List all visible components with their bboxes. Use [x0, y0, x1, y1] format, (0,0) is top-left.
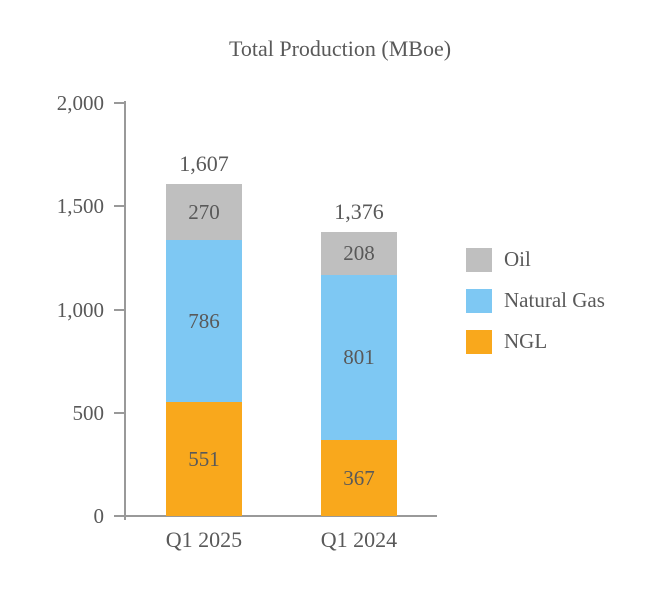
y-axis-label-500: 500: [72, 401, 105, 425]
y-axis-tick: [114, 412, 125, 414]
bar-segment-ngl-q1-2025: 551: [166, 402, 242, 516]
legend-label-oil: Oil: [504, 247, 531, 271]
y-axis-tick: [114, 205, 125, 207]
y-axis-label-2000: 2,000: [56, 91, 104, 115]
legend-item-natural-gas: Natural Gas: [466, 288, 605, 313]
segment-value-label: 367: [343, 465, 375, 490]
bar-total-label-q1-2025: 1,607: [179, 151, 229, 177]
legend-label-ngl: NGL: [504, 329, 548, 353]
x-axis-label-q1-2025: Q1 2025: [165, 527, 243, 552]
segment-value-label: 208: [343, 240, 375, 265]
bar-total-label-q1-2024: 1,376: [334, 198, 384, 224]
y-axis-line: [124, 101, 126, 520]
segment-value-label: 551: [188, 446, 220, 471]
legend-swatch-oil: [466, 247, 492, 272]
legend-item-oil: Oil: [466, 247, 605, 272]
legend-swatch-ngl: [466, 329, 492, 354]
x-axis-label-q1-2024: Q1 2024: [320, 527, 398, 552]
segment-value-label: 270: [188, 199, 220, 224]
legend-swatch-natural-gas: [466, 288, 492, 313]
segment-value-label: 786: [188, 308, 220, 333]
segment-value-label: 801: [343, 345, 375, 369]
chart-legend: Oil Natural Gas NGL: [466, 247, 605, 354]
bar-q1-2025: 1,607 270 786 551: [166, 103, 242, 516]
bar-segment-oil-q1-2025: 270: [166, 184, 242, 240]
x-axis-line: [114, 515, 437, 517]
legend-item-ngl: NGL: [466, 329, 605, 354]
y-axis-tick: [114, 102, 125, 104]
bar-segment-natural-gas-q1-2024: 801: [321, 274, 397, 441]
y-axis-label-1000: 1,000: [56, 298, 104, 322]
y-axis-tick: [114, 309, 125, 311]
bar-segment-natural-gas-q1-2025: 786: [166, 239, 242, 403]
bar-q1-2024: 1,376 208 801 367: [321, 103, 397, 516]
bar-segment-ngl-q1-2024: 367: [321, 440, 397, 516]
legend-label-natural-gas: Natural Gas: [504, 288, 605, 312]
y-axis-label-1500: 1,500: [56, 194, 104, 218]
y-axis-label-0: 0: [93, 504, 105, 528]
chart-title: Total Production (MBoe): [228, 36, 452, 61]
bar-segment-oil-q1-2024: 208: [321, 231, 397, 275]
